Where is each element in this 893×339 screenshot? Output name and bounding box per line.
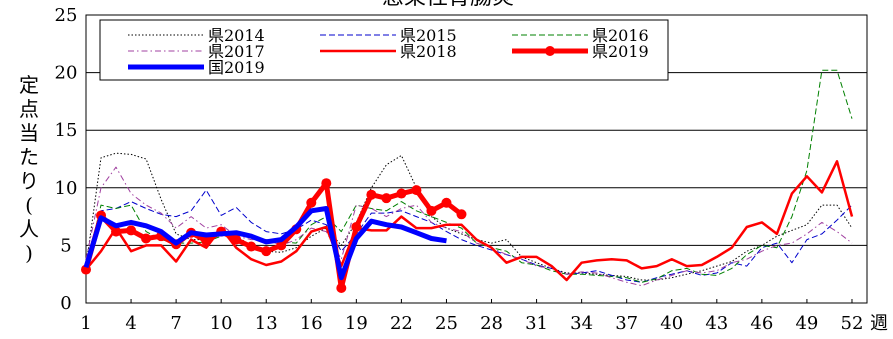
- y-tick-label: 5: [60, 235, 71, 256]
- x-tick-label: 31: [525, 313, 548, 334]
- series-point: [456, 209, 467, 220]
- series-point: [336, 283, 347, 294]
- x-tick-label: 28: [480, 313, 503, 334]
- x-tick-label: 22: [390, 313, 413, 334]
- series-line: [85, 189, 853, 283]
- series-point: [366, 189, 377, 200]
- x-tick-label: 43: [705, 313, 728, 334]
- legend-label: 県2014: [208, 26, 265, 45]
- series-point: [441, 197, 452, 208]
- grid-lines: [86, 72, 867, 246]
- y-axis-label-char: (: [25, 193, 33, 217]
- x-tick-label: 19: [345, 313, 368, 334]
- series-point: [126, 225, 137, 236]
- y-axis-label-char: た: [19, 145, 39, 169]
- x-tick-labels: 1 4 7 10 13 16 19 22 25 28 31 34 37 40 43 46 49 52: [80, 299, 863, 334]
- series-point: [276, 240, 287, 251]
- legend-label: 国2019: [208, 58, 265, 77]
- x-tick-label: 40: [660, 313, 683, 334]
- y-tick-label: 0: [60, 293, 71, 314]
- y-axis-label-char: り: [19, 169, 39, 193]
- series-line: [85, 166, 853, 287]
- x-axis-label: 週: [870, 313, 888, 334]
- x-tick-label: 7: [170, 313, 181, 334]
- legend-label: 県2015: [400, 26, 457, 45]
- legend-label: 県2017: [208, 42, 265, 61]
- x-tick-label: 1: [80, 313, 91, 334]
- y-tick-label: 20: [55, 63, 78, 84]
- x-tick-label: 13: [255, 313, 278, 334]
- series-point: [306, 197, 317, 208]
- x-tick-label: 25: [435, 313, 458, 334]
- series-point: [411, 185, 422, 196]
- x-tick-label: 49: [795, 313, 818, 334]
- series-point: [141, 233, 152, 244]
- series-point: [111, 226, 122, 237]
- series-lines: [81, 69, 854, 294]
- series-point: [396, 188, 407, 199]
- y-tick-label: 15: [55, 120, 78, 141]
- chart-title: 感染性胃腸炎: [382, 0, 514, 10]
- series-line: [85, 69, 853, 283]
- series-point: [321, 178, 332, 189]
- legend-label: 県2019: [592, 42, 649, 61]
- y-axis-label-char: 人: [19, 217, 39, 241]
- series-point: [381, 193, 392, 204]
- series-point: [246, 241, 257, 252]
- y-tick-label: 25: [55, 5, 78, 26]
- legend-label: 県2018: [400, 42, 457, 61]
- x-tick-label: 37: [615, 313, 638, 334]
- y-axis-label-char: 当: [19, 121, 39, 145]
- series-line: [85, 160, 854, 282]
- x-tick-label: 52: [841, 313, 864, 334]
- y-tick-labels: 0 5 10 15 20 25: [55, 5, 78, 314]
- legend-marker: [545, 46, 555, 56]
- x-tick-label: 34: [570, 313, 593, 334]
- y-tick-label: 10: [55, 178, 78, 199]
- y-axis-label-char: ): [25, 241, 33, 265]
- series-line: [83, 206, 447, 281]
- x-tick-label: 46: [750, 313, 773, 334]
- x-tick-label: 16: [300, 313, 323, 334]
- plot-frame: [85, 14, 868, 304]
- series-point: [201, 235, 212, 246]
- legend: 県2014 県2015 県2016 県2017 県2018 県2019 国2019: [99, 19, 669, 81]
- series-point: [231, 234, 242, 245]
- series-point: [351, 221, 362, 232]
- y-axis-label-char: 定: [19, 73, 39, 97]
- x-tick-label: 4: [125, 313, 136, 334]
- series-point: [426, 205, 437, 216]
- series-point: [261, 246, 272, 257]
- legend-label: 県2016: [592, 26, 649, 45]
- x-tick-label: 10: [210, 313, 233, 334]
- y-axis-label-char: 点: [19, 97, 39, 121]
